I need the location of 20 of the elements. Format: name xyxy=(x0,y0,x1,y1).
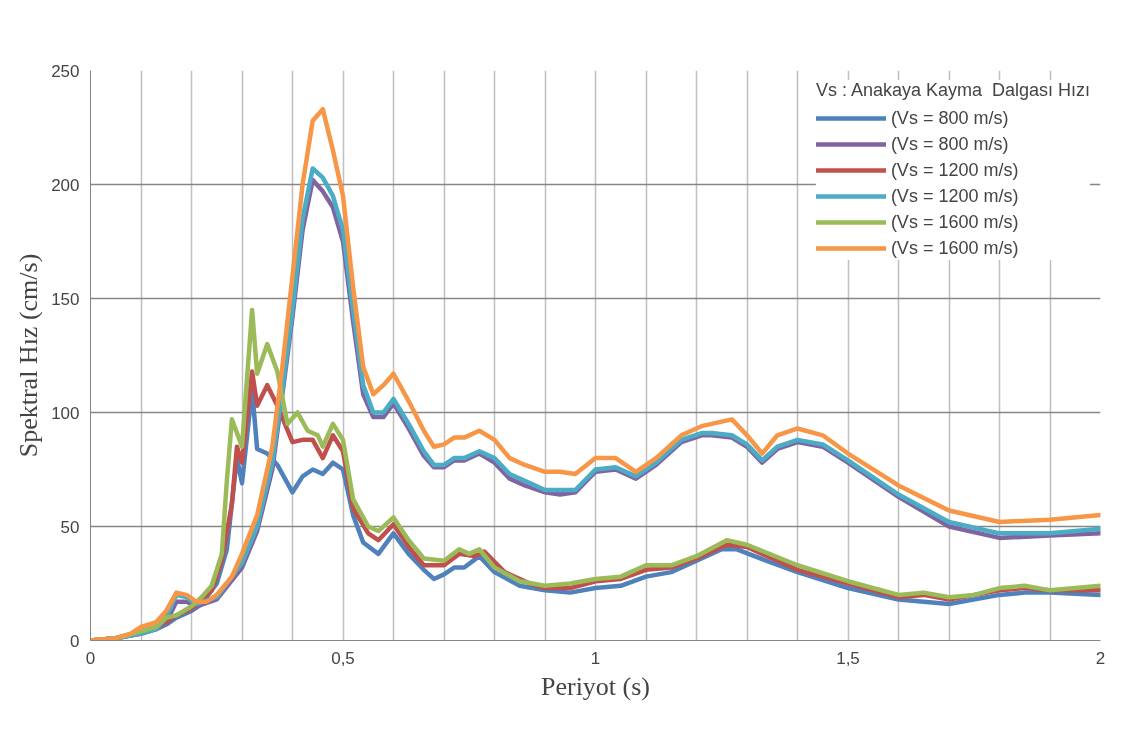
y-tick-label: 100 xyxy=(51,403,80,423)
x-tick-label: 2 xyxy=(1095,648,1106,668)
y-tick-label: 0 xyxy=(70,631,80,651)
x-axis-title: Periyot (s) xyxy=(540,671,651,701)
legend-label: (Vs = 800 m/s) xyxy=(890,132,1009,156)
y-tick-label: 50 xyxy=(60,517,80,537)
legend-label: (Vs = 1200 m/s) xyxy=(890,184,1019,208)
x-tick-label: 0 xyxy=(85,648,96,668)
y-tick-label: 250 xyxy=(51,61,80,81)
x-tick-label: 1,5 xyxy=(836,648,860,668)
legend-label: (Vs = 1600 m/s) xyxy=(890,236,1019,260)
y-tick-label: 150 xyxy=(51,289,80,309)
legend-label: (Vs = 800 m/s) xyxy=(890,106,1009,130)
legend-title: Vs : Anakaya Kayma Dalgası Hızı xyxy=(815,80,1090,101)
y-axis-title: Spektral Hız (cm/s) xyxy=(14,253,44,458)
y-tick-label: 200 xyxy=(51,175,80,195)
x-tick-label: 0,5 xyxy=(331,648,355,668)
x-tick-label: 1 xyxy=(590,648,601,668)
legend-label: (Vs = 1200 m/s) xyxy=(890,158,1019,182)
legend-label: (Vs = 1600 m/s) xyxy=(890,210,1019,234)
